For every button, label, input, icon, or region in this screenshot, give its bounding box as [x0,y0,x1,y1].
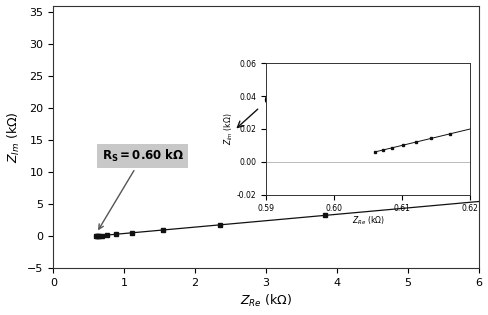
Text: $\mathbf{R_S = 0.60\ k\Omega}$: $\mathbf{R_S = 0.60\ k\Omega}$ [99,148,184,229]
Y-axis label: $Z_{Im}$ (k$\Omega$): $Z_{Im}$ (k$\Omega$) [5,111,21,163]
Text: $\omega$: $\omega$ [238,91,277,128]
X-axis label: $Z_{Re}$ (k$\Omega$): $Z_{Re}$ (k$\Omega$) [240,293,292,309]
